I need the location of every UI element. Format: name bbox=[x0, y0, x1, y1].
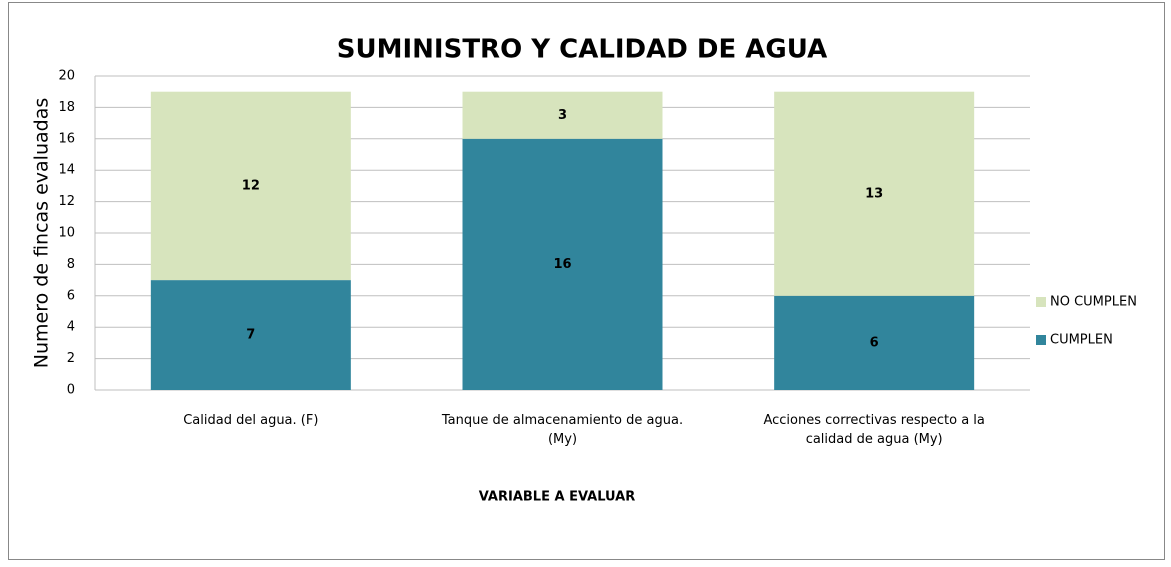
bar-segment bbox=[774, 91, 975, 296]
legend-label: NO CUMPLEN bbox=[1050, 295, 1137, 310]
bar-segment bbox=[150, 91, 351, 281]
x-axis-title: VARIABLE A EVALUAR bbox=[479, 490, 636, 505]
legend-label: CUMPLEN bbox=[1050, 333, 1113, 348]
legend-swatch bbox=[1036, 297, 1046, 307]
x-tick-label: Calidad del agua. (F) bbox=[183, 413, 318, 428]
y-tick-label: 10 bbox=[58, 226, 75, 241]
bar-segment bbox=[462, 138, 663, 390]
x-tick-label: Acciones correctivas respecto a la calida… bbox=[763, 413, 984, 447]
y-tick-label: 0 bbox=[67, 383, 75, 398]
x-tick-label: Tanque de almacenamiento de agua. (My) bbox=[441, 413, 683, 447]
y-tick-label: 6 bbox=[67, 288, 75, 303]
legend-swatch bbox=[1036, 335, 1046, 345]
data-label: 13 bbox=[865, 186, 883, 201]
y-tick-label: 8 bbox=[67, 257, 75, 272]
y-tick-label: 2 bbox=[67, 351, 75, 366]
y-tick-label: 12 bbox=[58, 194, 75, 209]
y-axis-title: Numero de fincas evaluadas bbox=[31, 98, 53, 368]
y-tick-label: 20 bbox=[58, 69, 75, 84]
data-label: 12 bbox=[242, 178, 260, 193]
data-label: 7 bbox=[246, 328, 255, 343]
data-label: 6 bbox=[870, 335, 879, 350]
bar-segment bbox=[462, 91, 663, 139]
y-tick-label: 4 bbox=[67, 320, 75, 335]
bar-segment bbox=[150, 280, 351, 390]
data-label: 3 bbox=[558, 108, 567, 123]
y-tick-label: 16 bbox=[58, 131, 75, 146]
bar-segment bbox=[774, 295, 975, 390]
chart-title: SUMINISTRO Y CALIDAD DE AGUA bbox=[337, 35, 827, 65]
y-tick-label: 14 bbox=[58, 163, 75, 178]
data-label: 16 bbox=[553, 257, 571, 272]
y-tick-label: 18 bbox=[58, 100, 75, 115]
